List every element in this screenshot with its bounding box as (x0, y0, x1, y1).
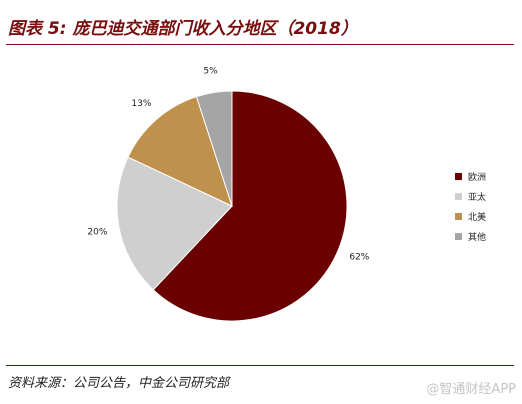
legend-swatch (455, 232, 462, 240)
legend-item-1: 欧洲 (455, 166, 486, 186)
title-divider (6, 44, 514, 45)
pie-slice-1 (152, 90, 348, 322)
source-note: 资料来源：公司公告，中金公司研究部 (8, 376, 230, 391)
watermark: @智通财经APP (426, 382, 516, 397)
slice-label-4: 5% (203, 67, 218, 77)
legend-label: 亚太 (468, 192, 487, 203)
chart-legend: 欧洲 亚太 北美 其他 (455, 166, 486, 246)
legend-item-2: 亚太 (455, 186, 486, 206)
legend-swatch (455, 192, 462, 200)
chart-title: 图表 5: 庞巴迪交通部门收入分地区（2018） (8, 19, 358, 39)
pie-slice-3 (127, 95, 233, 207)
legend-swatch (455, 172, 462, 180)
legend-item-3: 北美 (455, 206, 486, 226)
legend-label: 其他 (468, 232, 487, 243)
legend-label: 欧洲 (468, 172, 487, 183)
legend-label: 北美 (468, 212, 487, 223)
slice-label-2: 20% (87, 228, 107, 238)
slice-label-3: 13% (131, 99, 151, 109)
legend-swatch (455, 212, 462, 220)
pie-slice-4 (195, 90, 233, 207)
legend-item-4: 其他 (455, 226, 486, 246)
pie-slice-2 (116, 156, 233, 291)
slice-label-1: 62% (349, 252, 369, 262)
footer-divider (6, 365, 514, 366)
pie-chart: 62% 20% 13% 5% (87, 67, 370, 322)
